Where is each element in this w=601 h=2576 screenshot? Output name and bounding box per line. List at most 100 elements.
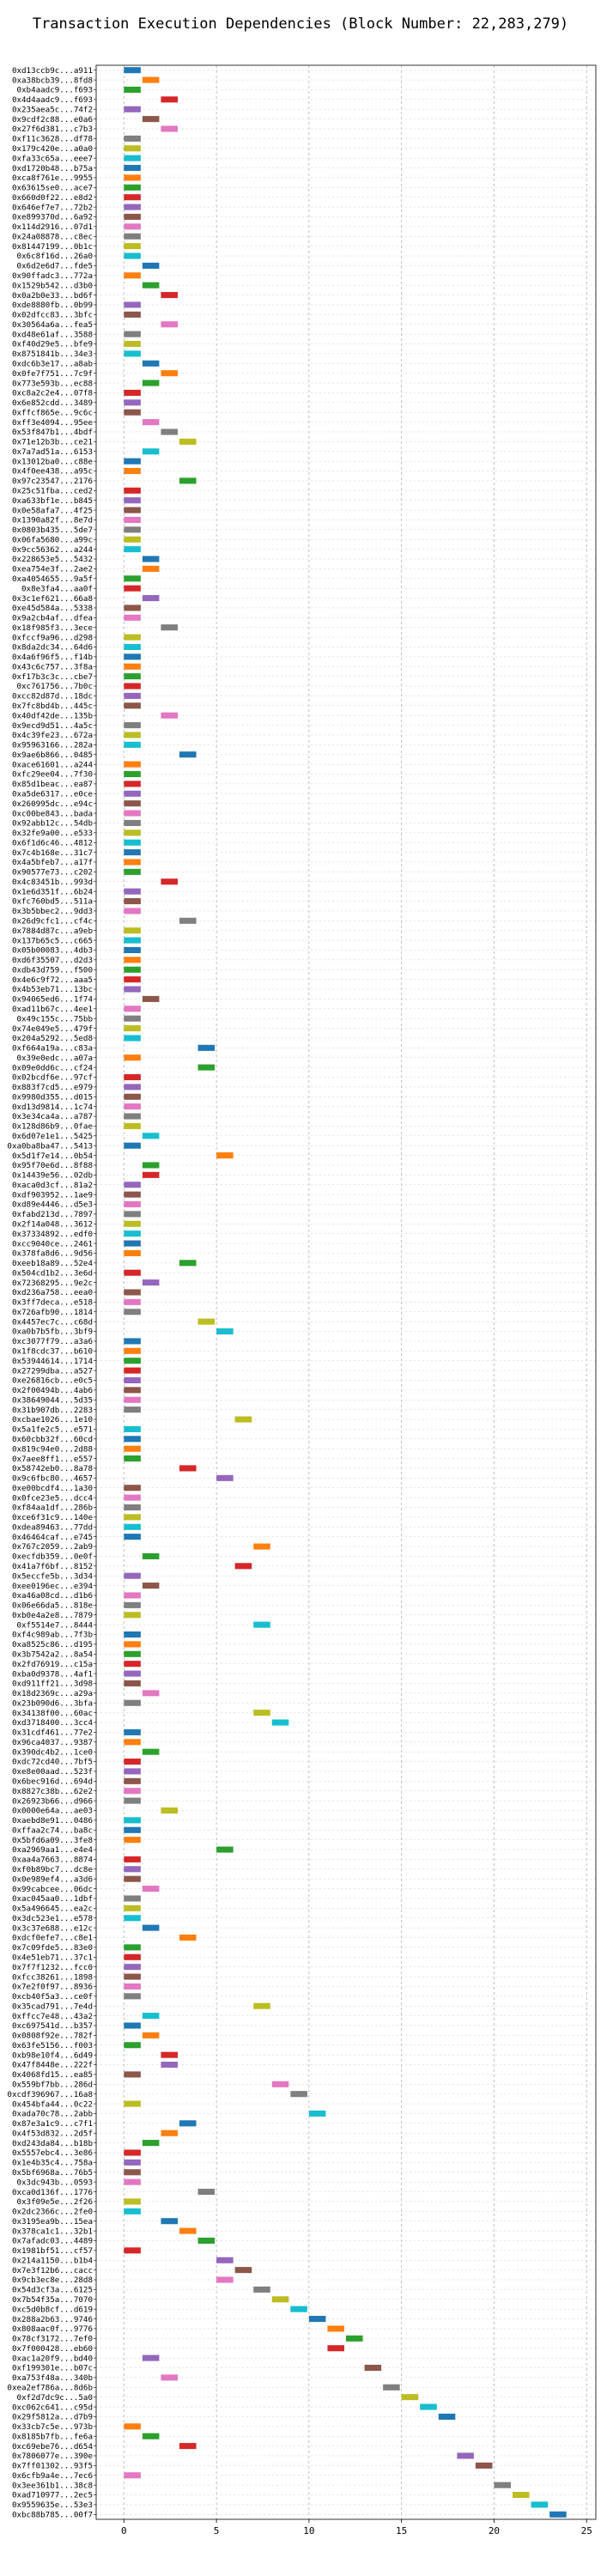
y-tick-label: 0xa0ba8ba47...5413 [7,1141,93,1151]
y-tick-label: 0x235aea5c...74f2 [12,105,93,114]
bar [124,1015,141,1022]
bar [549,2511,567,2518]
y-tick-label: 0x30564a6a...fea5 [12,320,93,330]
bar [161,878,178,885]
bar [124,1777,141,1784]
bar [308,2110,326,2117]
y-tick-label: 0xd48e61af...3588 [12,330,93,339]
y-tick-label: 0x27299dba...a527 [12,1366,93,1376]
y-tick-label: 0xac045aa0...1dbf [12,1894,93,1904]
bar [124,331,141,337]
bar [124,800,141,807]
bar [124,340,141,348]
bar [124,204,141,210]
y-tick-label: 0x5a1fe2c5...e571 [12,1425,93,1435]
y-tick-label: 0x2dc2366c...2fe0 [12,2208,93,2217]
y-tick-label: 0x25c51fba...ced2 [12,487,93,496]
bar [124,1298,141,1305]
bar [346,2335,363,2342]
bar [142,2433,160,2439]
y-tick-label: 0x260995dc...e94c [12,799,93,809]
bar [142,419,160,426]
bar [142,2032,160,2038]
bar [124,927,141,934]
bar [124,888,141,895]
bar [124,165,141,172]
y-tick-label: 0xd13ccb9c...a911 [12,66,93,76]
bar [124,1191,141,1198]
y-tick-label: 0x1390a82f...8e7d [12,516,93,526]
y-tick-label: 0x7afadc03...4489 [12,2237,93,2246]
bar [124,1406,141,1413]
x-tick-label: 10 [303,2525,314,2537]
bar [124,605,141,611]
bar [124,1494,141,1501]
bar [234,1416,252,1423]
y-tick-label: 0xbc88b785...00f7 [12,2511,93,2520]
y-tick-label: 0x0808f92e...782f [12,2032,93,2041]
bar [124,194,141,201]
y-tick-label: 0xe45d584a...5338 [12,604,93,613]
bar [124,2472,141,2479]
bar [124,1249,141,1256]
bar [124,1504,141,1511]
y-tick-label: 0xa8525c86...d195 [12,1640,93,1649]
bar [124,86,141,93]
bar [142,76,160,83]
bar [142,282,160,289]
y-tick-label: 0x390dc4b2...1ce0 [12,1747,93,1757]
y-tick-label: 0x63615se0...ace7 [12,184,93,193]
bar [124,1856,141,1862]
y-tick-label: 0x85d1beac...ea87 [12,780,93,789]
bar [124,1200,141,1208]
bar [124,389,141,396]
bar [124,692,141,699]
bar [124,1788,141,1795]
bar [475,2462,493,2469]
y-tick-label: 0x6e852cdd...3489 [12,398,93,408]
y-tick-label: 0xf84aa1df...286b [12,1504,93,1513]
bar [124,868,141,875]
y-tick-label: 0x7aee8ff1...e557 [12,1455,93,1464]
bar [161,2374,178,2381]
bar [142,1690,160,1697]
bar [161,370,178,377]
bar [124,1866,141,1873]
y-tick-label: 0x5bfd6a09...3fe8 [12,1836,93,1845]
y-tick-label: 0x8751841b...34e3 [12,349,93,359]
bar [124,575,141,582]
bar [253,1543,270,1550]
bar [124,683,141,690]
bar [142,380,160,386]
bar [124,1534,141,1540]
bar [142,1924,160,1931]
bar [253,2286,270,2293]
bars-group [124,67,567,2518]
bar [124,1436,141,1443]
bar [124,526,141,533]
bar [401,2394,419,2401]
bar [197,1064,216,1071]
y-tick-label: 0x883f7cd5...e979 [12,1083,93,1092]
y-tick-label: 0x8827c38b...62e2 [12,1787,93,1796]
bar [124,1084,141,1091]
bar [124,1983,141,1990]
bar [124,1445,141,1452]
y-tick-label: 0xa5de6317...e0ce [12,789,93,799]
y-tick-label: 0x71e12b3b...ce21 [12,438,93,447]
y-tick-label: 0x9ae6b866...0485 [12,750,93,760]
bar [124,1964,141,1971]
y-tick-label: 0x1e6d351f...6b24 [12,887,94,896]
y-tick-label: 0x3ff7deca...e518 [12,1298,93,1308]
bar [124,1797,141,1804]
bar [124,67,141,74]
y-tick-label: 0xeeb18a89...52e4 [12,1259,94,1268]
y-tick-label: 0x24a08878...c8ec [12,232,93,241]
bar [142,556,160,562]
y-tick-label: 0x9980d355...d015 [12,1092,93,1102]
y-tick-label: 0x3c37e688...e12c [12,1923,93,1933]
y-tick-label: 0xc8a2c2e4...07f8 [12,389,93,398]
bar [124,2169,141,2176]
bar [124,1572,141,1579]
y-tick-label: 0x33cb7c5e...973b [12,2422,93,2432]
